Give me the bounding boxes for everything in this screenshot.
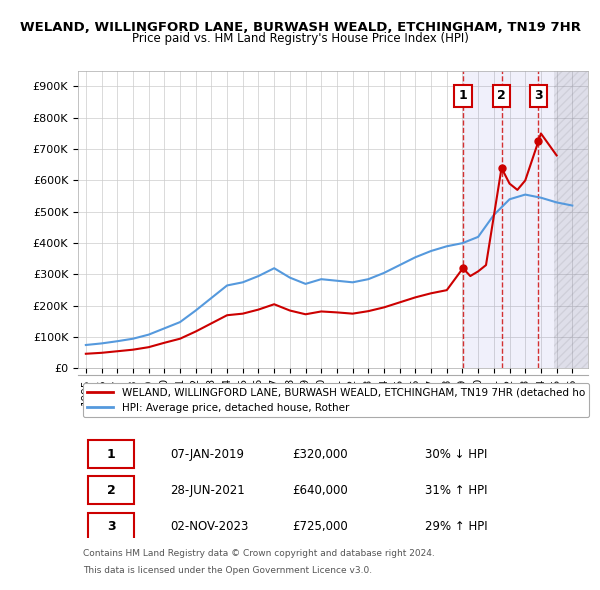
Bar bbox=[554, 71, 588, 369]
Text: £640,000: £640,000 bbox=[292, 484, 348, 497]
Bar bbox=[463, 71, 502, 369]
Text: 29% ↑ HPI: 29% ↑ HPI bbox=[425, 520, 487, 533]
FancyBboxPatch shape bbox=[88, 513, 134, 540]
Text: 31% ↑ HPI: 31% ↑ HPI bbox=[425, 484, 487, 497]
Text: 1: 1 bbox=[107, 448, 116, 461]
Text: 2: 2 bbox=[497, 89, 506, 103]
Text: Price paid vs. HM Land Registry's House Price Index (HPI): Price paid vs. HM Land Registry's House … bbox=[131, 32, 469, 45]
Text: 3: 3 bbox=[107, 520, 115, 533]
Text: WELAND, WILLINGFORD LANE, BURWASH WEALD, ETCHINGHAM, TN19 7HR: WELAND, WILLINGFORD LANE, BURWASH WEALD,… bbox=[19, 21, 581, 34]
Legend: WELAND, WILLINGFORD LANE, BURWASH WEALD, ETCHINGHAM, TN19 7HR (detached ho, HPI:: WELAND, WILLINGFORD LANE, BURWASH WEALD,… bbox=[83, 384, 589, 417]
Text: 30% ↓ HPI: 30% ↓ HPI bbox=[425, 448, 487, 461]
Text: 1: 1 bbox=[458, 89, 467, 103]
FancyBboxPatch shape bbox=[530, 85, 547, 107]
Text: £320,000: £320,000 bbox=[292, 448, 348, 461]
FancyBboxPatch shape bbox=[493, 85, 510, 107]
FancyBboxPatch shape bbox=[88, 440, 134, 468]
Text: 07-JAN-2019: 07-JAN-2019 bbox=[170, 448, 244, 461]
Text: 3: 3 bbox=[534, 89, 543, 103]
Text: 2: 2 bbox=[107, 484, 116, 497]
FancyBboxPatch shape bbox=[454, 85, 472, 107]
Text: Contains HM Land Registry data © Crown copyright and database right 2024.: Contains HM Land Registry data © Crown c… bbox=[83, 549, 435, 558]
FancyBboxPatch shape bbox=[88, 476, 134, 504]
Text: 02-NOV-2023: 02-NOV-2023 bbox=[170, 520, 248, 533]
Text: 28-JUN-2021: 28-JUN-2021 bbox=[170, 484, 245, 497]
Bar bbox=[538, 71, 588, 369]
Text: This data is licensed under the Open Government Licence v3.0.: This data is licensed under the Open Gov… bbox=[83, 566, 372, 575]
Bar bbox=[502, 71, 538, 369]
Text: £725,000: £725,000 bbox=[292, 520, 348, 533]
